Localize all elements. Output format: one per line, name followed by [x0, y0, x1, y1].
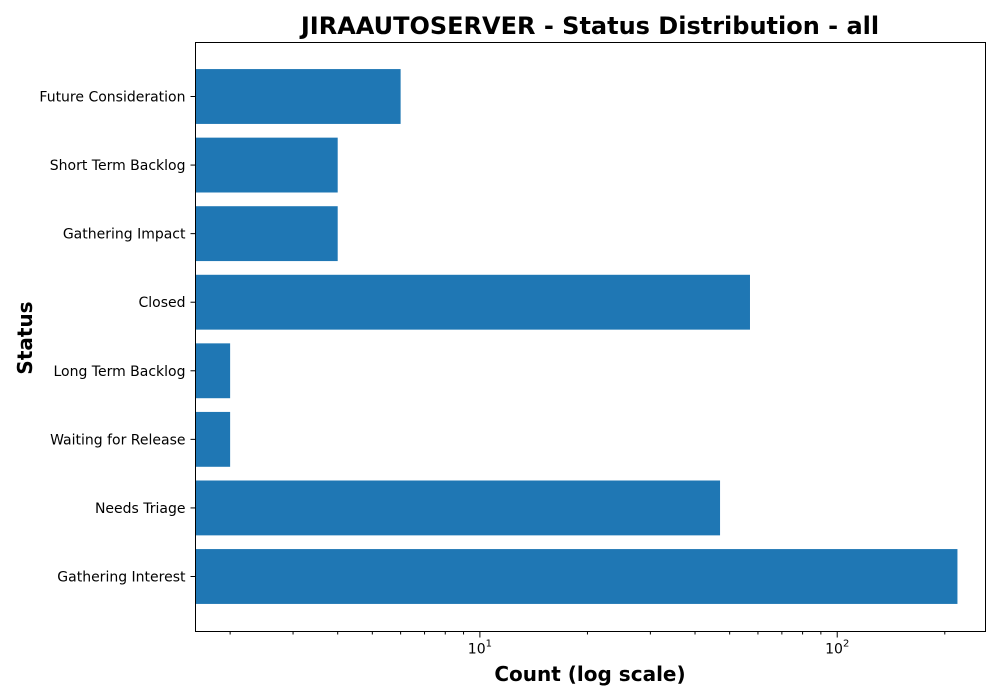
y-tick-label: Gathering Interest: [57, 570, 186, 586]
y-tick-label: Future Consideration: [39, 90, 185, 106]
x-tick-label: 101: [468, 639, 492, 658]
y-tick-label: Needs Triage: [95, 501, 186, 517]
plot-frame: [195, 42, 986, 632]
y-tick-label: Waiting for Release: [50, 432, 185, 448]
bar-future-consideration: [195, 69, 401, 124]
y-tick-label: Gathering Impact: [63, 227, 186, 243]
x-tick-label: 102: [825, 639, 849, 658]
bar-needs-triage: [195, 480, 721, 536]
bar-gathering-interest: [195, 549, 958, 604]
y-axis-label: Status: [13, 301, 37, 374]
bar-short-term-backlog: [195, 137, 338, 193]
bar-gathering-impact: [195, 206, 338, 262]
y-tick-label: Closed: [138, 295, 185, 311]
bar-waiting-for-release: [195, 411, 231, 467]
x-ticks: 101 102: [229, 631, 946, 658]
x-axis-label: Count (log scale): [494, 662, 685, 686]
bar-closed: [195, 274, 750, 330]
bar-long-term-backlog: [195, 343, 231, 399]
y-tick-label: Short Term Backlog: [50, 158, 186, 174]
chart-title: JIRAAUTOSERVER - Status Distribution - a…: [299, 12, 879, 40]
y-tick-label: Long Term Backlog: [53, 364, 185, 380]
y-ticks: Gathering Interest Needs Triage Waiting fo…: [39, 90, 196, 586]
bars-layer: [195, 69, 958, 604]
